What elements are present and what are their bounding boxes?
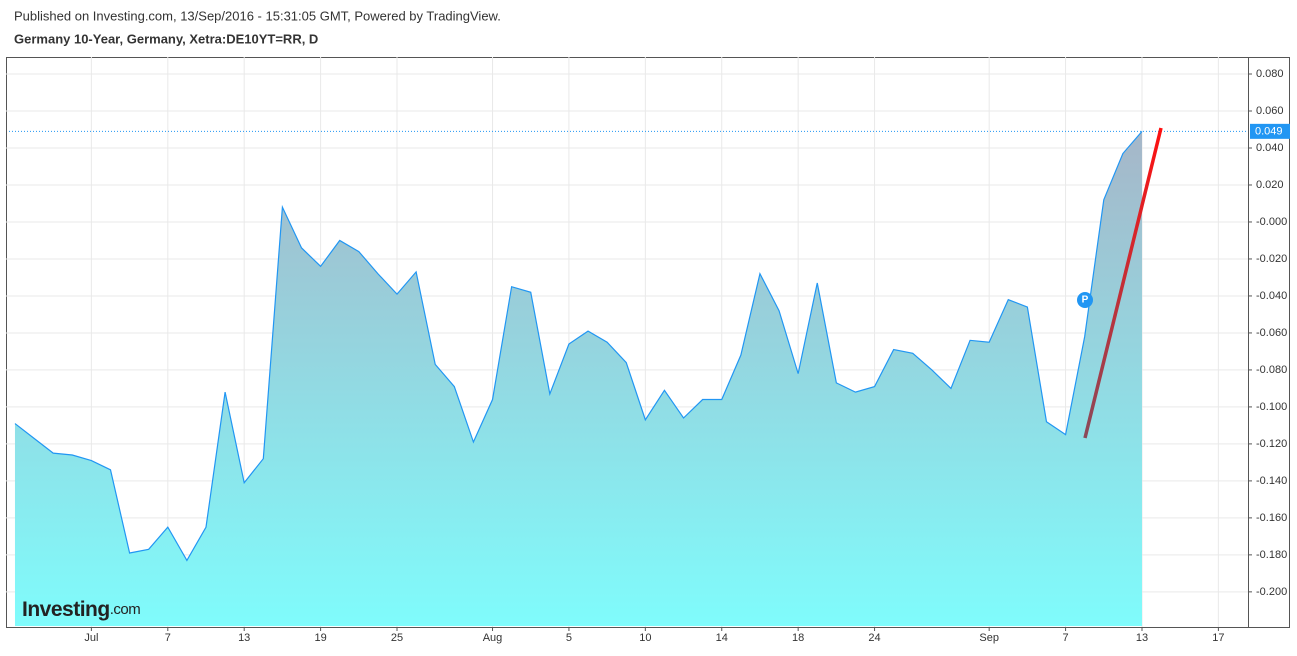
x-tick-label: 5 bbox=[566, 632, 572, 644]
y-tick-label: 0.020 bbox=[1256, 179, 1284, 191]
x-tick-label: Aug bbox=[483, 632, 503, 644]
y-tick-label: -0.160 bbox=[1256, 512, 1287, 524]
chart-title: Germany 10-Year, Germany, Xetra:DE10YT=R… bbox=[14, 31, 318, 46]
marker-p-text: P bbox=[1082, 295, 1089, 306]
y-tick-label: -0.060 bbox=[1256, 327, 1287, 339]
x-tick-label: 14 bbox=[716, 632, 728, 644]
last-value-label: 0.049 bbox=[1255, 125, 1283, 137]
marker-p bbox=[1077, 292, 1093, 308]
watermark: Investing.com bbox=[22, 598, 140, 621]
y-tick-label: -0.020 bbox=[1256, 253, 1287, 265]
y-tick-label: -0.040 bbox=[1256, 290, 1287, 302]
x-tick-label: 13 bbox=[1136, 632, 1148, 644]
x-tick-label: Sep bbox=[979, 632, 999, 644]
last-value-tag bbox=[1250, 123, 1290, 139]
x-tick-label: 19 bbox=[314, 632, 326, 644]
y-tick-label: -0.200 bbox=[1256, 586, 1287, 598]
plot bbox=[7, 130, 1248, 626]
trend-line bbox=[1083, 127, 1163, 439]
x-tick-label: 10 bbox=[639, 632, 651, 644]
x-tick-label: 7 bbox=[165, 632, 171, 644]
y-tick-label: 0.040 bbox=[1256, 142, 1284, 154]
x-tick-label: 18 bbox=[792, 632, 804, 644]
y-tick-label: -0.100 bbox=[1256, 401, 1287, 413]
chart-frame bbox=[6, 57, 1290, 628]
x-tick-label: 25 bbox=[391, 632, 403, 644]
y-tick-label: 0.060 bbox=[1256, 105, 1284, 117]
y-tick-label: -0.140 bbox=[1256, 475, 1287, 487]
area-fill bbox=[14, 131, 1142, 626]
y-tick-label: -0.120 bbox=[1256, 438, 1287, 450]
watermark-suffix: .com bbox=[110, 601, 141, 618]
y-tick-label: 0.080 bbox=[1256, 68, 1284, 80]
axes: 0.080 0.060 0.040 0.020 -0.000 -0.020 -0.040 -0… bbox=[84, 68, 1290, 644]
y-tick-label: -0.000 bbox=[1256, 216, 1287, 228]
area-line bbox=[14, 130, 1143, 562]
y-tick-label: -0.180 bbox=[1256, 549, 1287, 561]
y-tick-label: -0.080 bbox=[1256, 364, 1287, 376]
x-tick-label: 13 bbox=[238, 632, 250, 644]
watermark-main: Investing bbox=[22, 598, 110, 621]
x-tick-label: 17 bbox=[1212, 632, 1224, 644]
x-tick-label: Jul bbox=[84, 632, 98, 644]
x-tick-label: 7 bbox=[1063, 632, 1069, 644]
caption: Published on Investing.com, 13/Sep/2016 … bbox=[14, 8, 501, 23]
x-tick-label: 24 bbox=[868, 632, 880, 644]
